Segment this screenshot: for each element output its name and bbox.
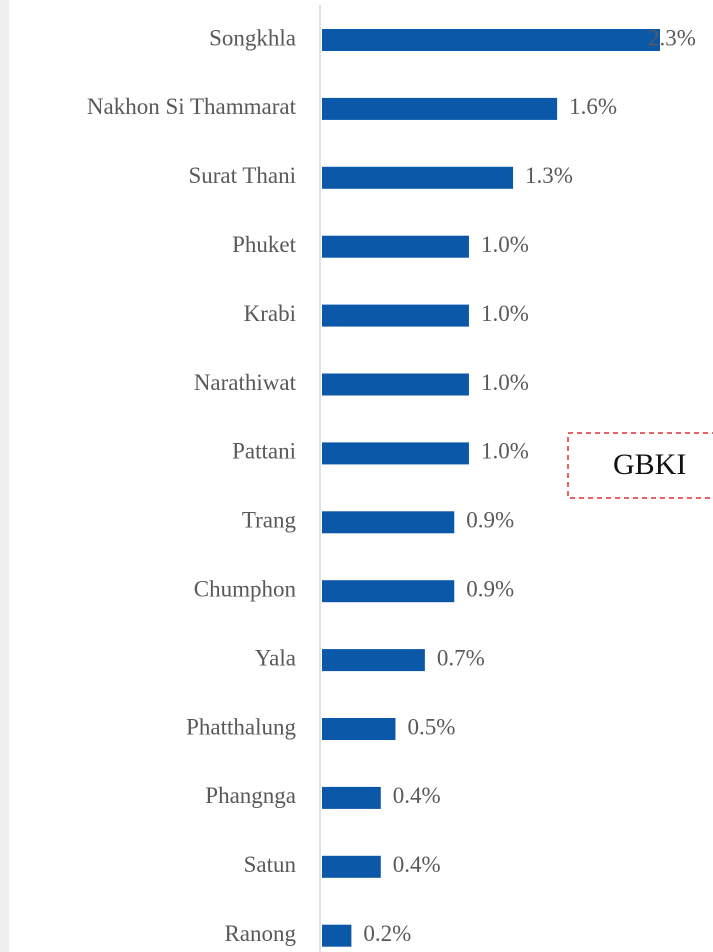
bar — [322, 580, 455, 603]
y-tick-label: Phangnga — [205, 783, 296, 808]
bar — [322, 442, 469, 465]
y-tick-label: Chumphon — [194, 576, 297, 601]
y-tick-label: Narathiwat — [194, 370, 297, 395]
bar — [322, 924, 352, 947]
y-tick-label: Trang — [242, 508, 297, 533]
y-tick-label: Pattani — [232, 439, 296, 464]
bar — [322, 235, 469, 258]
bar — [322, 29, 660, 51]
bar — [322, 855, 381, 878]
data-label: 0.9% — [466, 576, 514, 601]
bar — [322, 304, 469, 327]
data-label: 1.0% — [481, 370, 529, 395]
bar — [322, 97, 558, 120]
data-label: 0.2% — [363, 921, 411, 946]
bar — [322, 511, 455, 534]
data-label: 0.4% — [393, 852, 441, 877]
bar — [322, 166, 514, 189]
data-label: 1.0% — [481, 301, 529, 326]
y-tick-label: Krabi — [244, 301, 296, 326]
y-tick-label: Nakhon Si Thammarat — [87, 94, 297, 119]
data-label: 0.4% — [393, 783, 441, 808]
y-tick-label: Songkhla — [209, 25, 296, 50]
y-tick-label: Phuket — [232, 232, 297, 257]
data-label: 2.3% — [648, 25, 696, 50]
data-label: 1.3% — [525, 163, 573, 188]
data-label: 0.5% — [407, 714, 455, 739]
bar — [322, 786, 381, 809]
data-label: 1.0% — [481, 439, 529, 464]
y-tick-label: Phatthalung — [186, 714, 296, 739]
bar — [322, 718, 396, 740]
bar — [322, 373, 469, 396]
y-tick-label: Satun — [244, 852, 297, 877]
data-label: 1.0% — [481, 232, 529, 257]
data-label: 0.9% — [466, 508, 514, 533]
annotation-box — [567, 432, 713, 499]
y-tick-label: Surat Thani — [188, 163, 296, 188]
annotation: GBKI — [613, 448, 686, 481]
data-label: 0.7% — [437, 645, 485, 670]
data-label: 1.6% — [569, 94, 617, 119]
y-tick-label: Yala — [255, 645, 296, 670]
y-tick-label: Ranong — [224, 921, 296, 946]
bar — [322, 649, 425, 672]
left-strip — [0, 0, 9, 952]
